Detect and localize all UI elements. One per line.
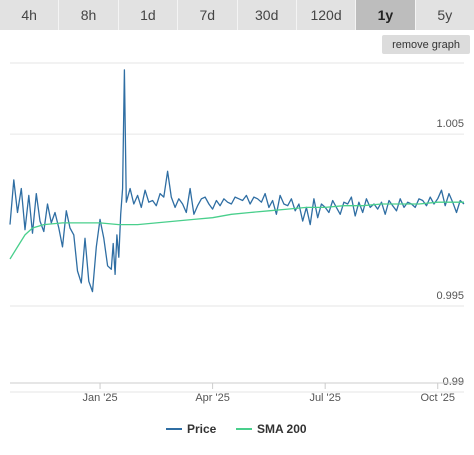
x-tick-label: Jul '25 <box>309 392 340 404</box>
remove-graph-button[interactable]: remove graph <box>382 35 470 54</box>
y-tick-label: 0.99 <box>443 376 464 388</box>
legend-label: SMA 200 <box>257 422 307 436</box>
x-axis: Jan '25 Apr '25 Jul '25 Oct '25 <box>10 382 464 404</box>
tab-7d[interactable]: 7d <box>178 0 238 30</box>
y-tick-label: 1.005 <box>436 118 464 130</box>
tab-1d[interactable]: 1d <box>118 0 179 30</box>
sma-series-line <box>9 201 464 260</box>
tab-5y[interactable]: 5y <box>415 0 474 30</box>
legend-item-price[interactable]: Price <box>166 422 217 436</box>
tab-120d[interactable]: 120d <box>296 0 357 30</box>
tab-30d[interactable]: 30d <box>237 0 297 30</box>
gridlines <box>10 62 464 393</box>
tab-8h[interactable]: 8h <box>59 0 119 30</box>
tab-4h[interactable]: 4h <box>0 0 60 30</box>
price-series-line <box>9 69 465 293</box>
x-tick-label: Oct '25 <box>420 392 455 404</box>
legend-label: Price <box>187 422 217 436</box>
x-tick-label: Jan '25 <box>82 392 117 404</box>
x-tick-label: Apr '25 <box>195 392 230 404</box>
y-tick-label: 0.995 <box>436 290 464 302</box>
legend-item-sma[interactable]: SMA 200 <box>236 422 307 436</box>
range-tabs: 4h 8h 1d 7d 30d 120d 1y 5y <box>0 0 474 30</box>
y-axis-labels: 1.005 0.995 0.99 <box>436 118 464 388</box>
series-lines <box>9 69 465 293</box>
tab-1y[interactable]: 1y <box>356 0 416 30</box>
legend: Price SMA 200 <box>166 422 307 436</box>
